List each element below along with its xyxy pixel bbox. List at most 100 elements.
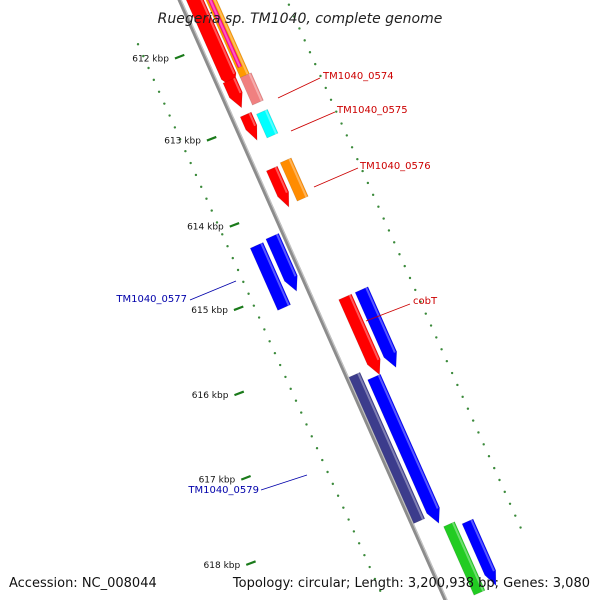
tick-label: 616 kbp <box>192 391 229 401</box>
genome-summary-text: Topology: circular; Length: 3,200,938 bp… <box>232 576 590 591</box>
track-dot <box>398 253 401 256</box>
track-dot <box>178 138 182 141</box>
gene-feature-bottom-blue-shine <box>470 519 495 572</box>
tick-label: 612 kbp <box>132 54 169 64</box>
track-dot <box>329 98 333 101</box>
track-dot <box>340 122 343 125</box>
track-dot <box>300 411 303 414</box>
gene-feature-0575[interactable] <box>239 111 258 141</box>
gene-leader-line <box>365 303 411 322</box>
track-dot <box>315 447 319 450</box>
gene-feature-0574-pink[interactable] <box>192 0 243 69</box>
track-dot <box>331 482 335 486</box>
gene-feature-0576-orange-shine <box>288 158 308 198</box>
gene-feature-0574-orange-shine <box>213 0 249 75</box>
gene-feature-0577-b[interactable] <box>265 233 298 292</box>
gene-feature-0575-cyan[interactable] <box>256 108 279 139</box>
gene-feature-0577-a[interactable] <box>249 242 291 311</box>
track-dot <box>257 316 261 319</box>
track-dot <box>408 276 412 280</box>
track-dot <box>215 221 219 224</box>
track-dot <box>368 565 371 569</box>
track-dot <box>487 455 491 458</box>
track-dot <box>321 458 324 462</box>
gene-feature-bottom-blue[interactable] <box>461 518 497 587</box>
tick-label: 614 kbp <box>187 223 224 233</box>
track-dot <box>335 110 338 113</box>
track-dot <box>435 336 438 339</box>
track-dot <box>336 494 340 497</box>
backbone-highlight <box>180 0 448 600</box>
track-dot <box>308 51 312 54</box>
track-dot <box>471 419 475 422</box>
gene-label[interactable]: TM1040_0574 <box>322 71 394 82</box>
gene-features <box>185 0 497 596</box>
track-dot <box>157 90 161 93</box>
track-dot <box>152 78 156 82</box>
track-dot <box>514 514 517 517</box>
gene-feature-0577-b-shine <box>275 233 297 277</box>
track-dot <box>226 245 229 248</box>
track-dot <box>356 157 359 161</box>
gene-label[interactable]: TM1040_0579 <box>187 485 259 496</box>
track-dot <box>303 39 306 42</box>
backbone-line <box>177 0 448 600</box>
track-dot <box>310 435 313 438</box>
track-dot <box>363 553 366 557</box>
gene-feature-cobT-shine <box>348 294 380 361</box>
gene-label[interactable]: cobT <box>413 296 438 307</box>
track-dot <box>461 395 464 399</box>
track-dot <box>357 542 361 545</box>
tick-mark <box>240 474 252 481</box>
track-dot <box>142 54 145 58</box>
track-dot <box>466 407 470 410</box>
track-dot <box>163 102 166 105</box>
track-dot <box>278 363 282 367</box>
track-dot <box>136 43 140 46</box>
gene-feature-cobT-blue[interactable] <box>354 286 398 368</box>
tick-label: 618 kbp <box>204 561 241 571</box>
track-dot <box>231 256 234 260</box>
gene-label[interactable]: TM1040_0577 <box>115 294 187 305</box>
track-dot <box>305 423 308 426</box>
track-dot <box>445 359 449 363</box>
tick-dots <box>136 3 522 593</box>
track-dot <box>319 74 322 78</box>
track-dot <box>345 134 349 137</box>
track-dot <box>382 217 385 220</box>
gene-feature-0576-orange[interactable] <box>279 157 309 202</box>
track-dot <box>194 173 198 177</box>
track-dot <box>347 518 350 521</box>
tick-label: 615 kbp <box>191 306 228 316</box>
gene-labels: TM1040_0574 TM1040_0575 TM1040_0576 TM1040_… <box>115 71 438 496</box>
gene-feature-0574-salmon[interactable] <box>239 72 264 106</box>
track-dot <box>387 229 391 232</box>
gene-feature-cobT-blue-shine <box>365 287 396 353</box>
gene-feature-0576-shine <box>274 166 288 194</box>
gene-leader-line <box>290 111 336 132</box>
track-dot <box>199 185 203 189</box>
gene-feature-0579-dark[interactable] <box>348 371 426 524</box>
track-dot <box>371 193 375 197</box>
track-dot <box>403 264 406 268</box>
tick-mark <box>174 53 185 60</box>
tick-mark <box>233 305 244 312</box>
gene-feature-green[interactable] <box>443 521 486 596</box>
track-dot <box>450 371 454 375</box>
track-dot <box>377 205 380 208</box>
gene-label[interactable]: TM1040_0575 <box>336 105 408 116</box>
track-dot <box>503 490 506 494</box>
track-dot <box>392 241 396 244</box>
gene-feature-0579[interactable] <box>367 373 440 524</box>
track-dot <box>456 383 459 387</box>
gene-feature-green-shine <box>451 522 485 592</box>
track-dot <box>498 478 501 482</box>
track-dot <box>424 312 427 315</box>
gene-feature-cobT[interactable] <box>338 293 381 376</box>
gene-feature-0574-tail[interactable] <box>222 77 243 109</box>
gene-feature-0575-shine <box>248 112 256 127</box>
track-dot <box>242 280 245 284</box>
gene-label[interactable]: TM1040_0576 <box>359 161 431 172</box>
gene-feature-0576[interactable] <box>265 165 290 208</box>
